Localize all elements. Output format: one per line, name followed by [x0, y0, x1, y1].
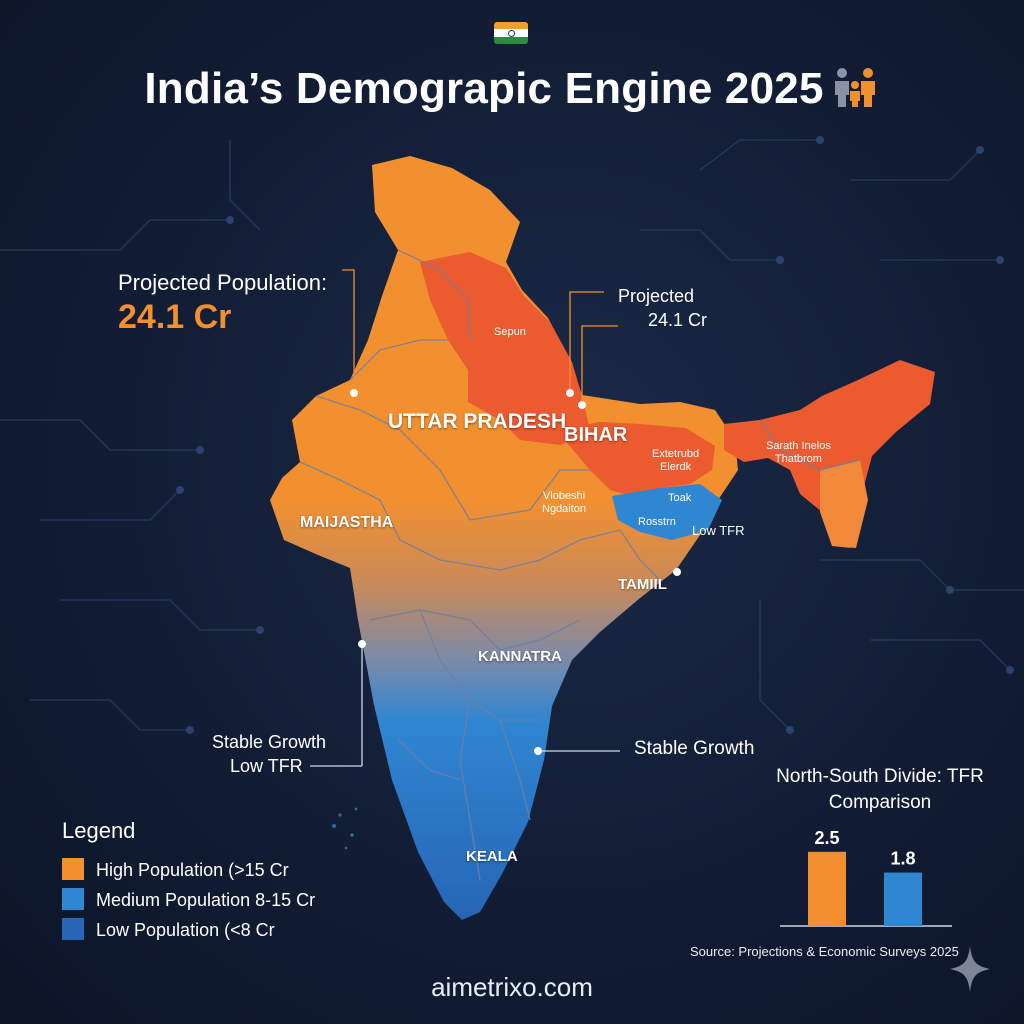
callout-stable-growth-right: Stable Growth [634, 738, 755, 759]
chart-value-label-1: 2.5 [814, 828, 839, 848]
legend-label-low: Low Population (<8 Cr [96, 920, 275, 940]
title-text: India’s Demograpic Engine 2025 [144, 64, 824, 113]
state-label-kerala: KEALA [466, 848, 518, 865]
legend-label-high: High Population (>15 Cr [96, 860, 289, 880]
minor-label-vlobeshi-line2: Ngdaiton [542, 503, 587, 515]
minor-label-extetrubd-line2: Elerdk [659, 461, 692, 473]
callout-stable-growth-left: Stable Growth [212, 732, 327, 752]
callout-low-tfr-left: Low TFR [230, 756, 303, 776]
state-label-uttar-pradesh: UTTAR PRADESH [388, 410, 567, 433]
india-flag-icon [494, 22, 528, 44]
minor-label-sepun: Sepun [494, 326, 526, 338]
source-note: Source: Projections & Economic Surveys 2… [690, 944, 959, 959]
odisha-region [612, 484, 722, 540]
website-url: aimetrixo.com [431, 972, 593, 1002]
minor-label-sarath: Sarath Inelos Thatbrom [766, 440, 831, 466]
legend-swatch-low [62, 918, 84, 940]
sparkle-icon [950, 946, 990, 992]
minor-label-low-tfr: Low TFR [692, 523, 745, 538]
page-title: India’s Demograpic Engine 2025 [0, 64, 1024, 114]
minor-label-vlobeshi-line1: Vlobeshi [542, 490, 586, 502]
uttar-pradesh-region [420, 252, 590, 445]
state-label-tamil: TAMIIL [618, 576, 667, 593]
chart-bar-1 [808, 851, 846, 926]
tfr-bar-chart: 2.5 1.8 [780, 828, 952, 927]
minor-label-toak: Toak [668, 492, 692, 504]
callout-projected-population-value: 24.1 Cr [118, 298, 232, 336]
legend-item-high: High Population (>15 Cr [62, 858, 289, 881]
minor-label-rosstrn: Rosstrn [638, 516, 676, 528]
state-label-karnataka: KANNATRA [478, 648, 562, 665]
legend-item-low: Low Population (<8 Cr [62, 918, 275, 941]
legend-label-medium: Medium Population 8-15 Cr [96, 890, 316, 910]
state-label-rajasthan: MAIJASTHA [300, 514, 394, 531]
callout-projected-value: 24.1 Cr [648, 310, 708, 330]
minor-label-vlobeshi: Vlobeshi Ngdaiton [542, 490, 586, 516]
minor-label-extetrubd: Extetrubd Elerdk [652, 448, 699, 474]
chart-value-label-2: 1.8 [890, 849, 915, 869]
chart-title: North-South Divide: TFR Comparison [776, 766, 984, 813]
minor-label-sarath-line1: Sarath Inelos [766, 440, 831, 452]
legend-title: Legend [62, 818, 136, 843]
callout-projected-label: Projected [618, 286, 695, 306]
bihar-region [556, 422, 715, 496]
india-mainland [270, 156, 738, 920]
family-icon [834, 68, 875, 107]
state-label-bihar: BIHAR [564, 424, 628, 446]
minor-label-sarath-line2: Thatbrom [774, 453, 822, 465]
legend-swatch-medium [62, 888, 84, 910]
legend-item-medium: Medium Population 8-15 Cr [62, 888, 315, 911]
chart-bar-2 [884, 872, 922, 926]
legend-swatch-high [62, 858, 84, 880]
callout-projected-population-label: Projected Population: [118, 270, 328, 295]
northeast-region [724, 360, 935, 548]
northeast-south [820, 460, 868, 548]
minor-label-extetrubd-line1: Extetrubd [652, 448, 700, 460]
